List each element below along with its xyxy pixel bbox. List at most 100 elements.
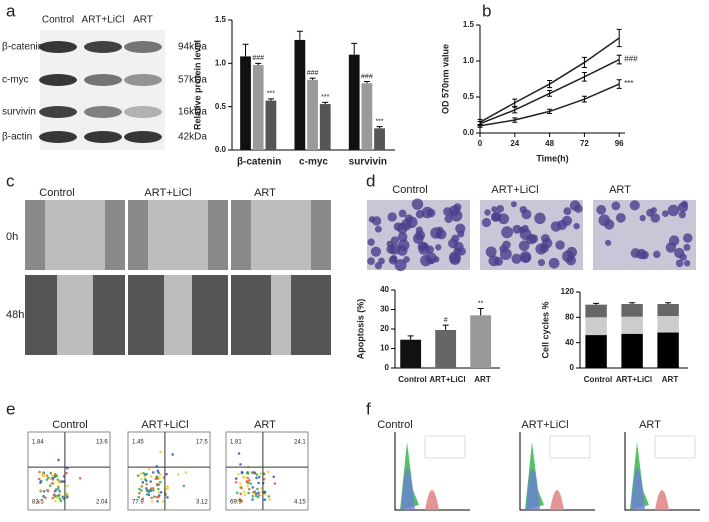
size-label: 57kDa: [178, 75, 207, 86]
cell-dot: [66, 467, 69, 470]
stained-cell: [412, 233, 424, 244]
cell-dot: [242, 475, 245, 479]
y-tick-label: 30: [380, 305, 389, 314]
significance: ***: [267, 91, 275, 98]
cell-dot: [237, 452, 241, 455]
protein-label: survivin: [2, 107, 36, 118]
cell-dot: [137, 495, 141, 499]
error-bar: [547, 108, 553, 115]
error-bar: [512, 117, 518, 123]
y-tick-label: 0.5: [463, 92, 475, 101]
size-label: 16kDa: [178, 107, 207, 118]
cell-dot: [251, 494, 255, 498]
stained-cell: [653, 250, 661, 259]
bar: [585, 335, 607, 368]
bar: [294, 39, 306, 150]
cell-dot: [245, 480, 249, 484]
column-header: ART+LiCl: [82, 15, 125, 26]
cell-dot: [49, 471, 53, 475]
column-header: Control: [392, 184, 427, 196]
stained-cell: [411, 198, 424, 210]
cell-dot: [55, 474, 58, 478]
cell-dot: [234, 481, 238, 484]
cell-dot: [45, 474, 49, 477]
quadrant-value: 2.04: [96, 500, 108, 506]
cell-dot: [149, 480, 152, 483]
cell-dot: [50, 481, 54, 485]
stained-cell: [387, 212, 397, 222]
quadrant-value: 17.5: [196, 440, 208, 446]
quadrant-value: 82.5: [32, 500, 44, 506]
stained-cell: [485, 246, 497, 258]
significance: ###: [252, 55, 264, 62]
cell-dot: [139, 472, 142, 476]
panel-label: a: [6, 1, 16, 20]
stained-cell: [661, 210, 669, 217]
bar: [361, 83, 373, 150]
x-tick-label: Control: [398, 375, 426, 384]
cell-dot: [149, 475, 153, 478]
stained-cell: [683, 260, 691, 267]
stained-cell: [367, 238, 375, 246]
cell-dot: [184, 471, 188, 474]
quadrant-value: 3.12: [196, 500, 208, 506]
stained-cell: [397, 239, 410, 251]
blot-band: [84, 74, 122, 86]
cell-dot: [239, 492, 243, 496]
quadrant-value: 13.6: [96, 440, 108, 446]
bar: [400, 339, 422, 368]
stained-cell: [510, 201, 517, 208]
column-header: Control: [377, 419, 412, 431]
cell-dot: [166, 486, 170, 490]
wound-gap: [271, 275, 291, 355]
cell-dot: [262, 472, 266, 476]
stats-box: [654, 435, 696, 459]
cell-dot: [66, 484, 69, 488]
cell-dot: [240, 499, 243, 503]
stained-cell: [450, 209, 463, 222]
plot-frame: [27, 431, 111, 511]
cell-dot: [262, 477, 266, 481]
stained-cell: [502, 240, 511, 250]
column-header: ART: [133, 15, 153, 26]
cell-dot: [176, 473, 180, 476]
error-bar: [267, 98, 274, 101]
stained-cell: [537, 259, 546, 267]
g2-peak: [655, 490, 669, 510]
x-tick-label: ART: [474, 375, 491, 384]
cell-dot: [161, 500, 165, 503]
error-bar: [581, 56, 587, 68]
cell-dot: [51, 476, 55, 480]
stained-cell: [491, 206, 498, 213]
cell-dot: [238, 498, 242, 501]
column-header: ART+LiCl: [141, 419, 188, 431]
panel-label: c: [6, 171, 15, 190]
cell-dot: [240, 470, 244, 474]
column-header: ART: [254, 419, 276, 431]
stained-cell: [639, 214, 646, 222]
cell-dot: [255, 476, 258, 480]
cell-dot: [259, 472, 262, 475]
cell-dot: [39, 479, 43, 483]
cell-dot: [256, 487, 259, 491]
cell-dot: [266, 470, 270, 474]
x-tick-label: ART+LiCl: [429, 375, 465, 384]
x-tick-label: survivin: [349, 157, 387, 168]
cell-dot: [140, 489, 143, 492]
stained-cell: [421, 206, 434, 219]
stained-cell: [425, 252, 437, 264]
significance: ***: [375, 118, 383, 125]
blot-band: [39, 131, 77, 143]
stained-cell: [646, 208, 655, 217]
cell-dot: [155, 475, 159, 479]
cell-dot: [39, 489, 43, 492]
stained-cell: [615, 212, 626, 223]
cell-dot: [144, 478, 147, 481]
error-bar: [242, 43, 249, 57]
column-header: Control: [42, 15, 74, 26]
stained-cell: [378, 257, 385, 265]
blot-band: [39, 106, 77, 118]
stained-cell: [573, 222, 580, 230]
stained-cell: [667, 204, 680, 217]
stained-cell: [563, 207, 572, 216]
